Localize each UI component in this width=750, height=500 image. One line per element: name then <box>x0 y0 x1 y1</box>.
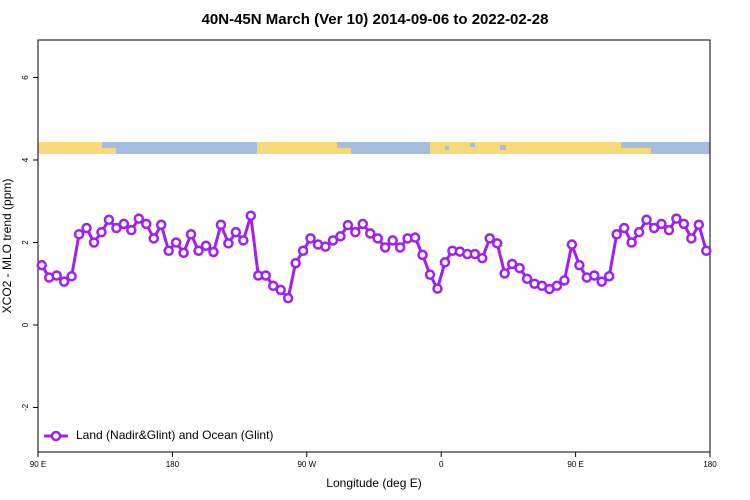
data-point <box>693 219 705 231</box>
data-point <box>387 235 398 246</box>
x-tick-label: 90 E <box>567 460 583 469</box>
data-point <box>103 214 115 226</box>
data-point <box>678 218 690 230</box>
data-point <box>200 240 212 252</box>
data-point <box>88 237 100 248</box>
data-point <box>417 249 428 261</box>
land-ocean-strip <box>38 142 710 154</box>
y-tick-label: 0 <box>21 322 30 327</box>
x-tick-label: 90 W <box>297 460 316 469</box>
x-tick-label: 180 <box>703 460 717 469</box>
data-point <box>282 292 294 304</box>
data-point <box>155 219 167 231</box>
data-point <box>238 235 249 246</box>
data-point <box>394 242 406 253</box>
data-point <box>170 237 182 248</box>
y-tick-label: -2 <box>21 403 30 411</box>
data-point <box>58 276 70 287</box>
data-point <box>350 226 361 238</box>
data-point <box>208 246 219 258</box>
data-point <box>297 245 309 256</box>
data-point <box>432 283 443 294</box>
data-point <box>589 270 600 281</box>
data-point <box>365 228 376 239</box>
data-point <box>701 245 712 256</box>
data-point <box>484 233 495 244</box>
data-point <box>275 284 286 296</box>
data-point <box>185 228 197 240</box>
y-tick-label: 6 <box>21 75 30 80</box>
data-point <box>551 280 563 292</box>
data-point <box>372 233 383 244</box>
data-point <box>559 275 570 286</box>
data-point <box>574 259 585 271</box>
plot-frame <box>37 39 711 453</box>
data-point <box>141 218 152 230</box>
data-point <box>73 228 85 240</box>
data-point <box>357 218 369 230</box>
data-point <box>566 239 578 250</box>
data-point <box>163 245 174 256</box>
data-point <box>469 248 481 260</box>
data-point <box>499 268 510 279</box>
data-point <box>290 257 301 269</box>
data-point <box>66 271 77 282</box>
x-tick-label: 0 <box>439 460 444 469</box>
data-point <box>215 219 227 231</box>
data-point <box>603 271 615 282</box>
data-point <box>327 235 339 246</box>
data-point <box>514 262 525 274</box>
data-point <box>260 270 271 281</box>
x-tick-label: 180 <box>166 460 180 469</box>
data-point <box>230 226 242 238</box>
data-point <box>439 257 451 268</box>
data-point <box>305 233 316 244</box>
data-point <box>424 269 436 280</box>
data-point <box>611 228 622 240</box>
data-point <box>126 224 137 236</box>
data-point <box>626 237 637 248</box>
data-point <box>193 245 204 256</box>
data-point <box>133 213 145 224</box>
data-point <box>491 238 503 249</box>
data-point <box>96 226 107 238</box>
legend-marker <box>50 430 62 442</box>
chart-title: 40N-45N March (Ver 10) 2014-09-06 to 202… <box>202 11 549 28</box>
data-point <box>648 222 660 234</box>
data-point <box>506 258 518 270</box>
data-point <box>596 276 607 287</box>
data-point <box>671 213 682 224</box>
y-tick-label: 2 <box>21 240 30 245</box>
data-point <box>245 210 257 221</box>
data-point <box>618 222 630 234</box>
x-tick-label: 90 E <box>30 460 46 469</box>
series-line <box>40 215 708 302</box>
data-point <box>320 241 331 252</box>
legend-label: Land (Nadir&Glint) and Ocean (Glint) <box>76 428 273 442</box>
data-point <box>641 214 652 226</box>
data-point <box>656 218 667 230</box>
x-axis-label: Longitude (deg E) <box>326 476 421 490</box>
y-tick-label: 4 <box>21 157 30 162</box>
data-point <box>477 252 488 264</box>
data-point <box>663 224 675 236</box>
data-point <box>409 232 421 243</box>
data-point <box>118 218 130 230</box>
data-point <box>81 222 92 234</box>
data-point <box>148 233 159 244</box>
data-point <box>223 238 234 249</box>
data-point <box>178 247 189 259</box>
data-point <box>51 270 62 281</box>
data-point <box>686 233 697 244</box>
data-point <box>335 231 346 242</box>
data-point <box>111 222 122 234</box>
data-point <box>267 280 279 292</box>
data-point <box>342 219 354 231</box>
y-axis-label: XCO2 - MLO trend (ppm) <box>0 179 14 314</box>
data-point <box>521 273 533 285</box>
data-point <box>36 259 47 271</box>
data-point <box>379 242 391 253</box>
data-point <box>633 226 645 238</box>
